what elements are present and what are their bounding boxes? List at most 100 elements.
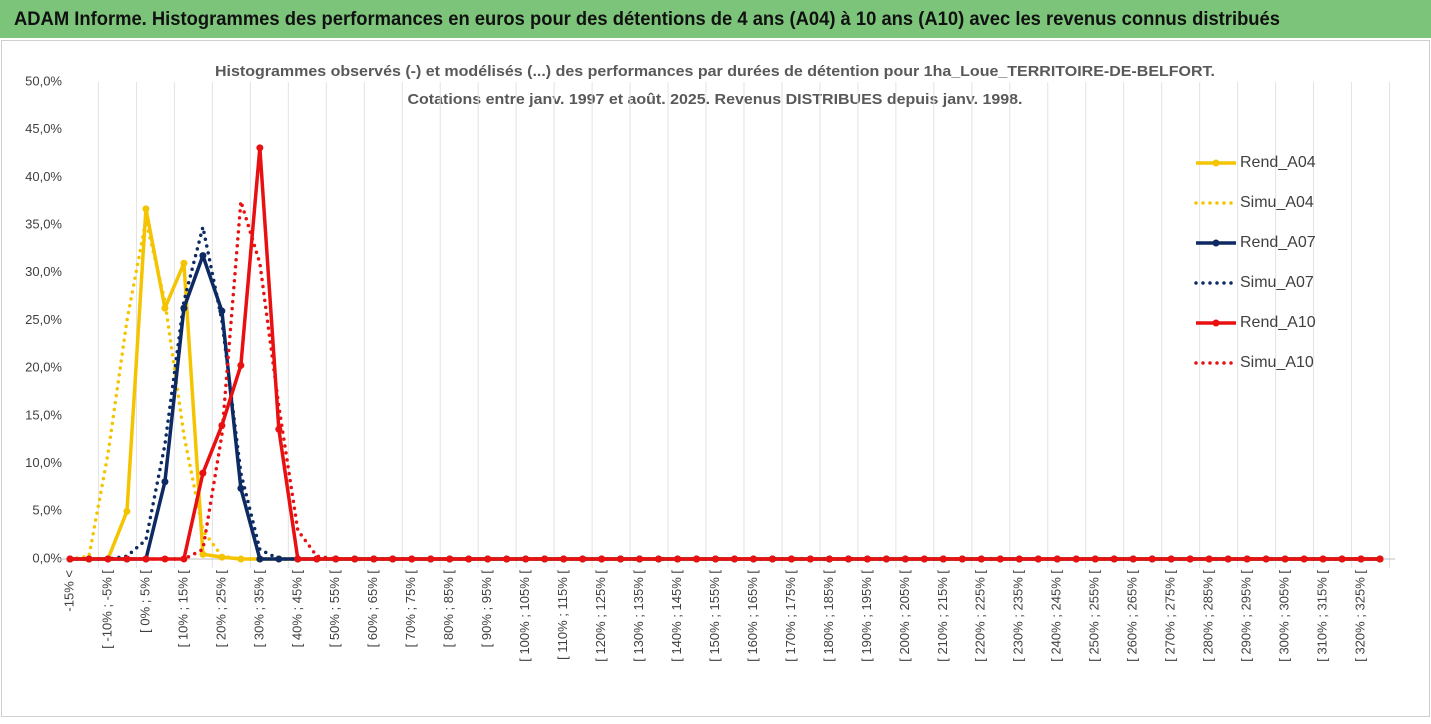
point: [1205, 555, 1213, 563]
x-tick-label: [ 280% ; 285% [: [1201, 570, 1216, 662]
y-tick-label: 10,0%: [25, 455, 62, 470]
y-tick-label: 15,0%: [25, 407, 62, 422]
point: [256, 555, 264, 563]
x-tick-label: [ 30% ; 35% [: [251, 570, 266, 648]
x-tick-label: [ 320% ; 325% [: [1352, 570, 1367, 662]
point: [598, 555, 606, 563]
y-tick-label: 35,0%: [25, 217, 62, 232]
point: [1319, 555, 1327, 563]
point: [863, 555, 871, 563]
x-tick-label: -15% <: [61, 570, 76, 612]
point: [541, 555, 549, 563]
point: [161, 478, 169, 486]
legend-label: Rend_A07: [1240, 234, 1316, 251]
point: [408, 555, 416, 563]
point: [1072, 555, 1080, 563]
x-tick-label: [ 260% ; 265% [: [1125, 570, 1140, 662]
chart-subtitle: Cotations entre janv. 1997 et août. 2025…: [408, 91, 1023, 108]
x-tick-label: [ 90% ; 95% [: [479, 570, 494, 648]
point: [920, 555, 928, 563]
legend-label: Simu_A10: [1240, 354, 1314, 371]
point: [180, 259, 188, 267]
point: [142, 205, 150, 213]
legend-marker: [1212, 159, 1220, 167]
point: [655, 555, 663, 563]
x-tick-label: [ 270% ; 275% [: [1163, 570, 1178, 662]
y-tick-label: 40,0%: [25, 169, 62, 184]
point: [1186, 555, 1194, 563]
x-tick-label: [ 290% ; 295% [: [1239, 570, 1254, 662]
point: [1262, 555, 1270, 563]
point: [85, 555, 93, 563]
point: [237, 484, 245, 492]
point: [237, 361, 245, 369]
legend-label: Simu_A04: [1240, 194, 1314, 211]
y-tick-label: 25,0%: [25, 312, 62, 327]
point: [104, 555, 112, 563]
x-tick-label: [ 180% ; 185% [: [821, 570, 836, 662]
point: [180, 555, 188, 563]
legend-label: Rend_A10: [1240, 314, 1316, 331]
point: [199, 550, 207, 558]
chart-area: [1, 40, 1430, 717]
legend-marker: [1212, 319, 1220, 327]
x-tick-label: [ 310% ; 315% [: [1314, 570, 1329, 662]
x-tick-label: [ 240% ; 245% [: [1049, 570, 1064, 662]
legend-marker: [1212, 239, 1220, 247]
point: [294, 555, 302, 563]
x-tick-label: [ 70% ; 75% [: [403, 570, 418, 648]
y-tick-label: 30,0%: [25, 264, 62, 279]
point: [199, 252, 207, 260]
point: [787, 555, 795, 563]
legend-label: Rend_A04: [1240, 154, 1316, 171]
point: [1243, 555, 1251, 563]
x-tick-label: [ 130% ; 135% [: [631, 570, 646, 662]
x-tick-label: [ 140% ; 145% [: [669, 570, 684, 662]
x-tick-label: [ 200% ; 205% [: [897, 570, 912, 662]
point: [1129, 555, 1137, 563]
y-tick-label: 45,0%: [25, 121, 62, 136]
x-tick-label: [ 210% ; 215% [: [935, 570, 950, 662]
y-tick-label: 5,0%: [32, 503, 62, 518]
y-tick-label: 20,0%: [25, 360, 62, 375]
series-line: [68, 199, 1382, 561]
x-tick-label: [ 20% ; 25% [: [213, 570, 228, 648]
x-tick-label: [ 230% ; 235% [: [1011, 570, 1026, 662]
x-tick-label: [ -10% ; -5% [: [99, 570, 114, 649]
point: [522, 555, 530, 563]
point: [730, 555, 738, 563]
x-tick-label: [ 80% ; 85% [: [441, 570, 456, 648]
point: [1338, 555, 1346, 563]
header-title: ADAM Informe. Histogrammes des performan…: [14, 9, 1280, 30]
point: [161, 555, 169, 563]
y-tick-label: 0,0%: [32, 550, 62, 565]
legend-label: Simu_A07: [1240, 274, 1314, 291]
point: [977, 555, 985, 563]
x-tick-label: [ 220% ; 225% [: [973, 570, 988, 662]
x-tick-label: [ 10% ; 15% [: [175, 570, 190, 648]
x-tick-label: [ 110% ; 115% [: [555, 570, 570, 660]
point: [332, 555, 340, 563]
point: [199, 469, 207, 477]
point: [1053, 555, 1061, 563]
chart-title: Histogrammes observés (-) et modélisés (…: [215, 63, 1215, 80]
x-tick-label: [ 300% ; 305% [: [1277, 570, 1292, 662]
x-tick-label: [ 100% ; 105% [: [517, 570, 532, 662]
x-tick-label: [ 50% ; 55% [: [327, 570, 342, 648]
x-tick-label: [ 250% ; 255% [: [1087, 570, 1102, 662]
point: [674, 555, 682, 563]
point: [806, 555, 814, 563]
x-tick-label: [ 120% ; 125% [: [593, 570, 608, 662]
point: [996, 555, 1004, 563]
point: [275, 425, 283, 433]
point: [123, 507, 131, 515]
point: [844, 555, 852, 563]
x-tick-label: [ 190% ; 195% [: [859, 570, 874, 662]
x-tick-label: [ 150% ; 155% [: [707, 570, 722, 662]
point: [389, 555, 397, 563]
x-tick-label: [ 170% ; 175% [: [783, 570, 798, 662]
point: [1110, 555, 1118, 563]
x-tick-label: [ 60% ; 65% [: [365, 570, 380, 648]
